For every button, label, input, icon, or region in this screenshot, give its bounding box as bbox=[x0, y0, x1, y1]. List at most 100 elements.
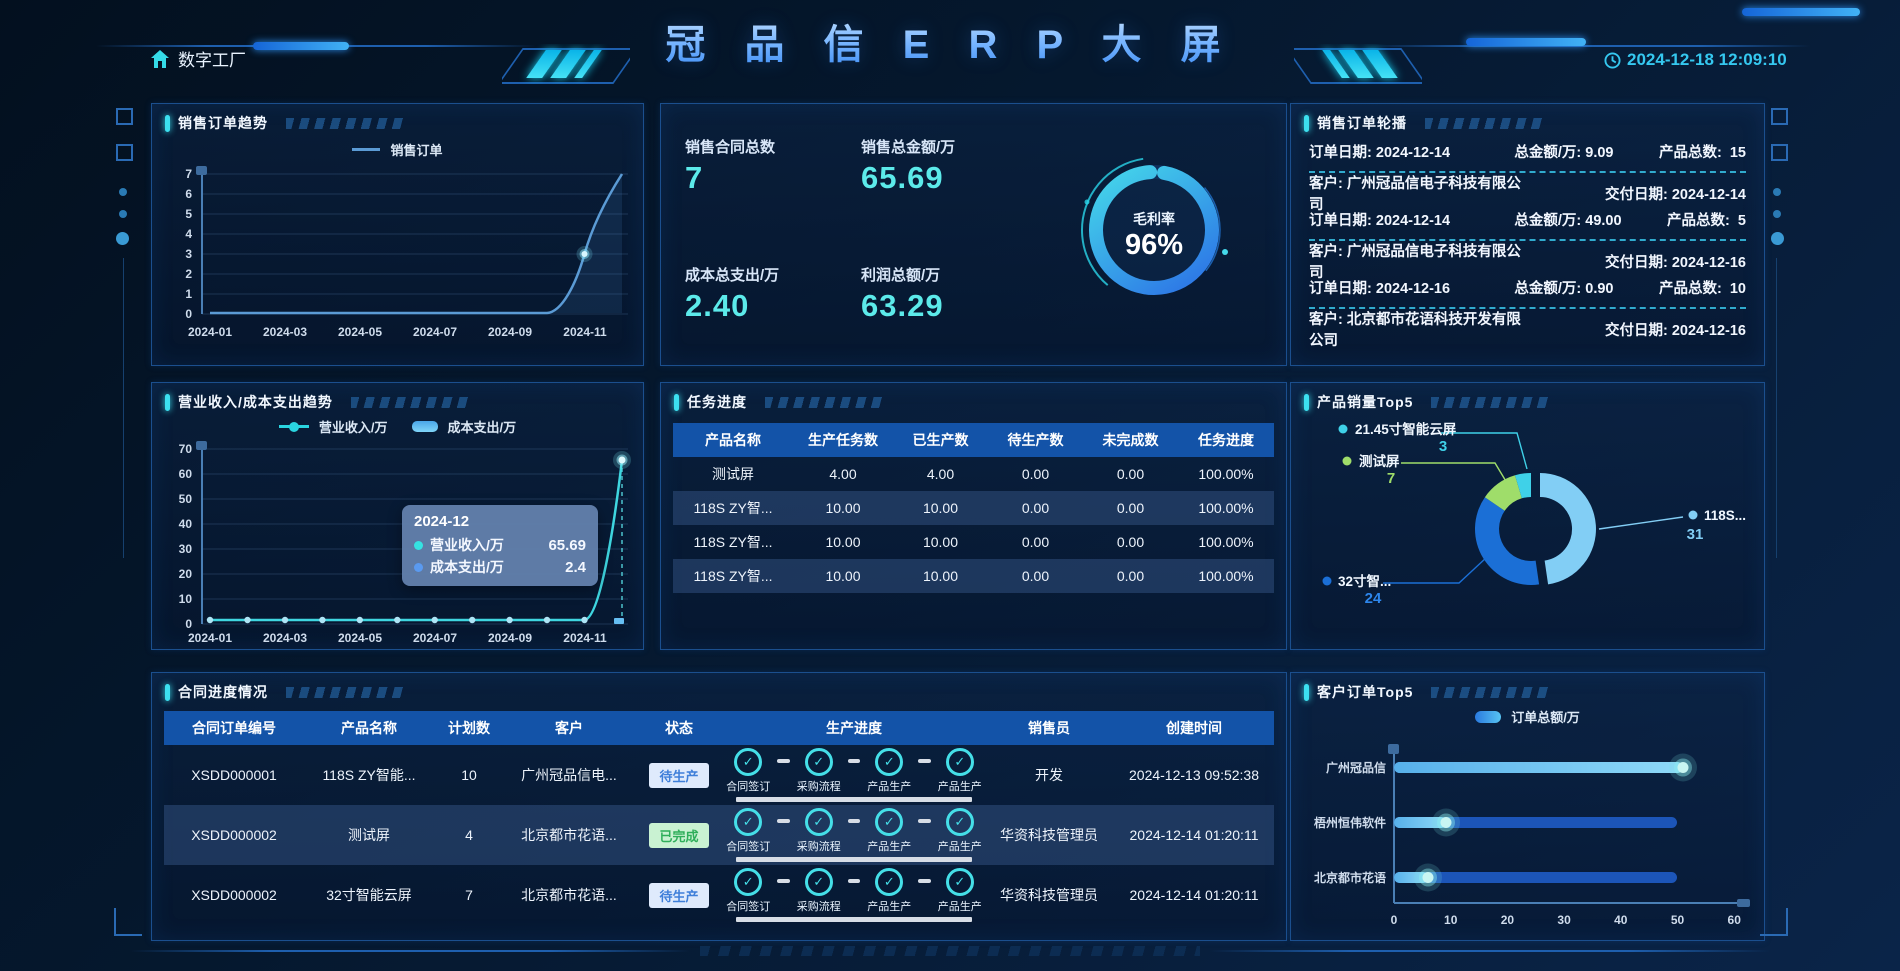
customer-top5-chart[interactable]: 广州冠品信 梧州恒伟软件 北京都市花语 0 10 20 30 40 50 60 bbox=[1291, 728, 1764, 933]
category-label: 北京都市花语 bbox=[1314, 870, 1386, 885]
svg-text:50: 50 bbox=[179, 492, 193, 506]
datazoom-handle[interactable] bbox=[196, 166, 207, 175]
order-carousel-list[interactable]: 订单日期: 2024-12-14 总金额/万: 9.09 产品总数: 15 客户… bbox=[1309, 138, 1746, 349]
bar-legend-swatch bbox=[1475, 710, 1502, 723]
chart-tooltip: 2024-12 营业收入/万 65.69 成本支出/万 2.4 bbox=[402, 505, 598, 586]
line-legend-swatch bbox=[352, 148, 381, 151]
data-dots bbox=[206, 616, 588, 624]
decor-dot bbox=[1773, 210, 1781, 218]
customer-top5-legend[interactable]: 订单总额/万 bbox=[1291, 707, 1764, 726]
panel-accent-bar bbox=[165, 114, 170, 132]
bar-beijing[interactable] bbox=[1394, 872, 1677, 883]
kpi-value: 63.29 bbox=[861, 288, 944, 323]
gross-margin-gauge: 毛利率 96% bbox=[1081, 157, 1228, 303]
datazoom-handle[interactable] bbox=[1737, 899, 1750, 907]
home-nav[interactable]: 数字工厂 bbox=[150, 46, 246, 71]
panel-product-top5-header: 产品销量Top5 bbox=[1291, 383, 1764, 412]
home-icon bbox=[151, 49, 169, 68]
svg-text:2024-11: 2024-11 bbox=[563, 631, 607, 645]
panel-kpi: 销售合同总数 7 销售总金额/万 65.69 成本总支出/万 2.40 利润总额… bbox=[660, 103, 1287, 366]
pie-slice-test[interactable] bbox=[1484, 475, 1522, 511]
svg-text:2024-09: 2024-09 bbox=[488, 325, 532, 339]
pie-slice-32inch[interactable] bbox=[1474, 497, 1540, 585]
check-icon: ✓ bbox=[734, 748, 763, 776]
panel-stripes bbox=[1425, 117, 1545, 129]
panel-task-progress-header: 任务进度 bbox=[661, 383, 1286, 412]
panel-accent-bar bbox=[165, 683, 170, 701]
panel-product-top5: 产品销量Top5 21.45寸智能云屏 3 测试屏 7 118S... 31 3… bbox=[1290, 382, 1765, 650]
panel-stripes bbox=[1431, 396, 1552, 408]
panel-title: 产品销量Top5 bbox=[1317, 394, 1414, 410]
decor-dot bbox=[1771, 232, 1784, 245]
pie-slice-2145[interactable] bbox=[1515, 472, 1531, 499]
sales-trend-legend[interactable]: 销售订单 bbox=[152, 140, 643, 159]
kpi-value: 65.69 bbox=[861, 160, 944, 195]
decor-dot bbox=[1773, 188, 1781, 196]
panel-title: 营业收入/成本支出趋势 bbox=[178, 394, 333, 410]
highlight-dot[interactable] bbox=[581, 251, 588, 257]
decor-bottom-line-right bbox=[1210, 950, 1770, 952]
panel-title: 合同进度情况 bbox=[178, 684, 268, 700]
svg-text:4: 4 bbox=[185, 227, 192, 241]
svg-text:70: 70 bbox=[179, 442, 193, 456]
datazoom-handle[interactable] bbox=[1388, 744, 1399, 754]
step-connector bbox=[918, 819, 931, 823]
dashed-divider bbox=[1309, 307, 1746, 309]
task-table-header: 产品名称 生产任务数 已生产数 待生产数 未完成数 任务进度 bbox=[673, 423, 1274, 457]
panel-stripes bbox=[286, 686, 406, 698]
slice-label: 21.45寸智能云屏 bbox=[1355, 421, 1457, 437]
decor-bottom-chevrons bbox=[700, 946, 1200, 956]
kpi-label: 销售总金额/万 bbox=[861, 139, 956, 156]
bar-guangzhou[interactable] bbox=[1394, 762, 1683, 773]
svg-text:2024-07: 2024-07 bbox=[413, 631, 457, 645]
panel-stripes bbox=[1431, 686, 1552, 698]
svg-text:30: 30 bbox=[1557, 913, 1571, 927]
svg-text:0: 0 bbox=[185, 307, 192, 321]
step-connector bbox=[777, 879, 790, 883]
decor-vline bbox=[123, 258, 124, 558]
datetime-text: 2024-12-18 12:09:10 bbox=[1627, 50, 1787, 69]
check-icon: ✓ bbox=[875, 868, 904, 896]
check-icon: ✓ bbox=[804, 808, 833, 836]
panel-revenue-cost-header: 营业收入/成本支出趋势 bbox=[152, 383, 643, 412]
line-dot-legend-swatch bbox=[278, 421, 309, 432]
check-icon: ✓ bbox=[804, 748, 833, 776]
bar-wuzhou[interactable] bbox=[1394, 817, 1677, 828]
legend-label: 销售订单 bbox=[390, 143, 443, 158]
customer-line: 客户: 广州冠品信电子科技有限公司 交付日期: 2024-12-14 bbox=[1309, 176, 1746, 213]
contract-table-header: 合同订单编号 产品名称 计划数 客户 状态 生产进度 销售员 创建时间 bbox=[164, 711, 1274, 745]
decor-square bbox=[116, 144, 133, 161]
check-icon: ✓ bbox=[734, 808, 763, 836]
svg-text:7: 7 bbox=[185, 167, 192, 181]
tooltip-title: 2024-12 bbox=[414, 513, 470, 530]
svg-text:2024-11: 2024-11 bbox=[563, 325, 607, 339]
kpi-label: 成本总支出/万 bbox=[685, 267, 780, 284]
contract-table-row: XSDD000001 118S ZY智能... 10 广州冠品信电... 待生产… bbox=[164, 745, 1274, 805]
legend-label: 订单总额/万 bbox=[1511, 710, 1580, 725]
panel-sales-trend: 销售订单趋势 销售订单 7 6 5 4 3 2 1 0 2024-01 2024… bbox=[151, 103, 644, 366]
decor-square bbox=[1771, 108, 1788, 125]
slice-value: 3 bbox=[1439, 438, 1447, 455]
home-label: 数字工厂 bbox=[178, 51, 246, 70]
task-table-row: 118S ZY智... 10.00 10.00 0.00 0.00 100.00% bbox=[693, 534, 1254, 550]
kpi-value: 7 bbox=[685, 160, 704, 195]
sales-trend-chart[interactable]: 7 6 5 4 3 2 1 0 2024-01 2024-03 2024-05 … bbox=[152, 162, 643, 357]
panel-customer-top5-header: 客户订单Top5 bbox=[1291, 673, 1764, 702]
task-table-row: 118S ZY智... 10.00 10.00 0.00 0.00 100.00% bbox=[673, 559, 1274, 593]
product-top5-donut[interactable]: 21.45寸智能云屏 3 测试屏 7 118S... 31 32寸智... 24 bbox=[1291, 411, 1764, 647]
kpi-label: 销售合同总数 bbox=[685, 139, 776, 156]
kpi-label: 利润总额/万 bbox=[861, 267, 941, 284]
series-dot bbox=[414, 562, 423, 572]
highlight-dot[interactable] bbox=[618, 456, 626, 464]
panel-title: 任务进度 bbox=[687, 394, 747, 410]
svg-text:2024-09: 2024-09 bbox=[488, 631, 532, 645]
datazoom-handle[interactable] bbox=[196, 441, 207, 450]
panel-stripes bbox=[286, 117, 406, 129]
revenue-cost-chart[interactable]: 70 60 50 40 30 20 10 0 2024-01 2024-03 2… bbox=[152, 437, 643, 647]
revenue-cost-legend[interactable]: 营业收入/万 成本支出/万 bbox=[152, 417, 643, 436]
clock-icon bbox=[1604, 51, 1621, 69]
cost-bar[interactable] bbox=[614, 618, 624, 624]
svg-text:10: 10 bbox=[179, 592, 193, 606]
svg-text:3: 3 bbox=[185, 247, 192, 261]
pie-slice-118s[interactable] bbox=[1540, 473, 1596, 585]
